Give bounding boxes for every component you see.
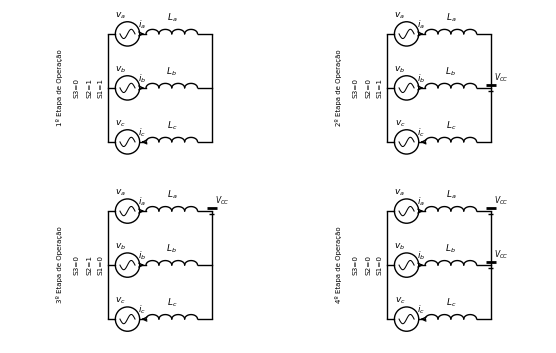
Text: $i_b$: $i_b$ (417, 72, 425, 85)
Text: $V_{CC}$: $V_{CC}$ (215, 195, 230, 207)
Text: $v_c$: $v_c$ (116, 295, 126, 306)
Text: $i_c$: $i_c$ (138, 126, 146, 139)
Text: $L_b$: $L_b$ (166, 243, 177, 255)
Text: S3=0: S3=0 (353, 78, 359, 98)
Text: S3=0: S3=0 (74, 255, 80, 275)
Text: $L_b$: $L_b$ (166, 65, 177, 78)
Text: S3=0: S3=0 (353, 255, 359, 275)
Text: S3=0: S3=0 (74, 78, 80, 98)
Text: $L_c$: $L_c$ (167, 119, 177, 132)
Text: 2º Etapa de Operação: 2º Etapa de Operação (335, 49, 342, 126)
Text: $i_a$: $i_a$ (138, 18, 146, 31)
Text: $L_a$: $L_a$ (445, 11, 456, 24)
Text: 4º Etapa de Operação: 4º Etapa de Operação (335, 227, 342, 304)
Text: $L_a$: $L_a$ (167, 11, 177, 24)
Text: 1º Etapa de Operação: 1º Etapa de Operação (56, 49, 63, 126)
Text: S1=0: S1=0 (376, 255, 383, 275)
Text: $i_b$: $i_b$ (138, 250, 146, 262)
Text: $L_c$: $L_c$ (167, 297, 177, 309)
Text: $i_c$: $i_c$ (417, 126, 425, 139)
Text: $i_b$: $i_b$ (417, 250, 425, 262)
Text: $v_c$: $v_c$ (116, 118, 126, 129)
Text: S2=0: S2=0 (366, 255, 371, 275)
Text: S2=1: S2=1 (87, 78, 92, 98)
Text: $L_b$: $L_b$ (445, 65, 456, 78)
Text: S1=0: S1=0 (97, 255, 103, 275)
Text: $V_{CC}$: $V_{CC}$ (494, 195, 509, 207)
Text: 3º Etapa de Operação: 3º Etapa de Operação (56, 227, 63, 304)
Text: S1=1: S1=1 (97, 78, 103, 98)
Text: $v_a$: $v_a$ (116, 187, 126, 198)
Text: $L_a$: $L_a$ (167, 189, 177, 201)
Text: $v_a$: $v_a$ (395, 10, 405, 21)
Text: $i_a$: $i_a$ (417, 196, 425, 208)
Text: $i_c$: $i_c$ (138, 304, 146, 316)
Text: $V_{CC}$: $V_{CC}$ (494, 72, 509, 84)
Text: $i_c$: $i_c$ (417, 304, 425, 316)
Text: $L_a$: $L_a$ (445, 189, 456, 201)
Text: S2=0: S2=0 (366, 78, 371, 98)
Text: $v_b$: $v_b$ (394, 241, 405, 252)
Text: $L_c$: $L_c$ (446, 297, 456, 309)
Text: $v_b$: $v_b$ (115, 64, 126, 75)
Text: $L_b$: $L_b$ (445, 243, 456, 255)
Text: $v_a$: $v_a$ (395, 187, 405, 198)
Text: $v_b$: $v_b$ (394, 64, 405, 75)
Text: $i_a$: $i_a$ (417, 18, 425, 31)
Text: $v_c$: $v_c$ (395, 295, 405, 306)
Text: $i_a$: $i_a$ (138, 196, 146, 208)
Text: $V_{CC}$: $V_{CC}$ (494, 249, 509, 261)
Text: $i_b$: $i_b$ (138, 72, 146, 85)
Text: S1=1: S1=1 (376, 78, 383, 98)
Text: $v_b$: $v_b$ (115, 241, 126, 252)
Text: $v_c$: $v_c$ (395, 118, 405, 129)
Text: S2=1: S2=1 (87, 255, 92, 275)
Text: $v_a$: $v_a$ (116, 10, 126, 21)
Text: $L_c$: $L_c$ (446, 119, 456, 132)
